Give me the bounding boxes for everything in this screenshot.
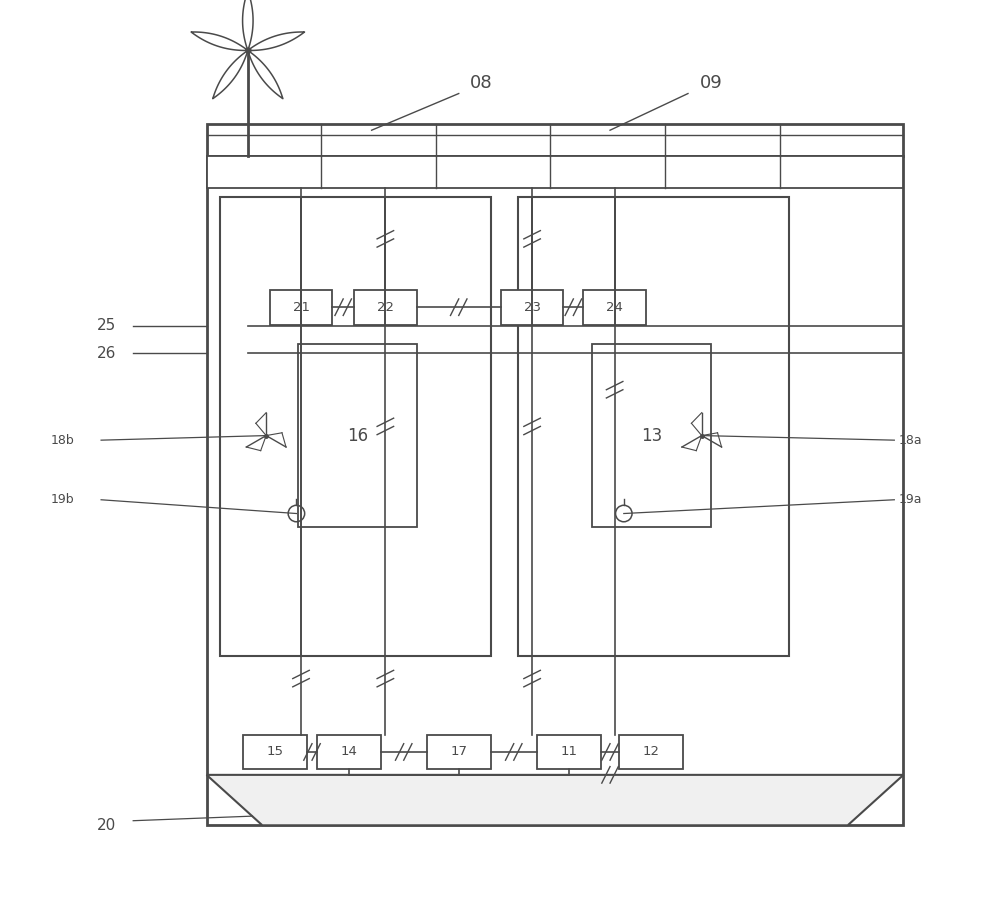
Polygon shape <box>207 775 903 825</box>
Bar <box>270 290 332 325</box>
Text: 12: 12 <box>643 746 660 758</box>
Text: 18b: 18b <box>51 434 74 447</box>
Text: 22: 22 <box>377 301 394 314</box>
Bar <box>243 735 307 769</box>
Bar <box>207 124 903 156</box>
Bar <box>298 344 417 527</box>
Bar <box>537 735 601 769</box>
Bar <box>501 290 563 325</box>
Text: 11: 11 <box>560 746 577 758</box>
Bar <box>220 197 491 656</box>
Text: 18a: 18a <box>899 434 923 447</box>
Text: 19a: 19a <box>899 493 922 506</box>
Bar <box>354 290 417 325</box>
Text: 08: 08 <box>470 73 493 92</box>
Bar <box>619 735 683 769</box>
Text: 09: 09 <box>700 73 722 92</box>
Text: 16: 16 <box>347 426 368 445</box>
Text: 19b: 19b <box>51 493 74 506</box>
Bar <box>583 290 646 325</box>
Bar <box>427 735 491 769</box>
Text: 20: 20 <box>97 818 116 833</box>
Text: 15: 15 <box>267 746 284 758</box>
Text: 13: 13 <box>641 426 662 445</box>
Text: 25: 25 <box>97 318 116 333</box>
Bar <box>518 197 789 656</box>
Text: 21: 21 <box>293 301 310 314</box>
Text: 26: 26 <box>97 346 116 360</box>
Bar <box>207 156 903 825</box>
Bar <box>592 344 711 527</box>
Text: 23: 23 <box>524 301 541 314</box>
Bar <box>317 735 381 769</box>
Text: 24: 24 <box>606 301 623 314</box>
Text: 14: 14 <box>340 746 357 758</box>
Text: 17: 17 <box>450 746 467 758</box>
Bar <box>207 156 903 188</box>
